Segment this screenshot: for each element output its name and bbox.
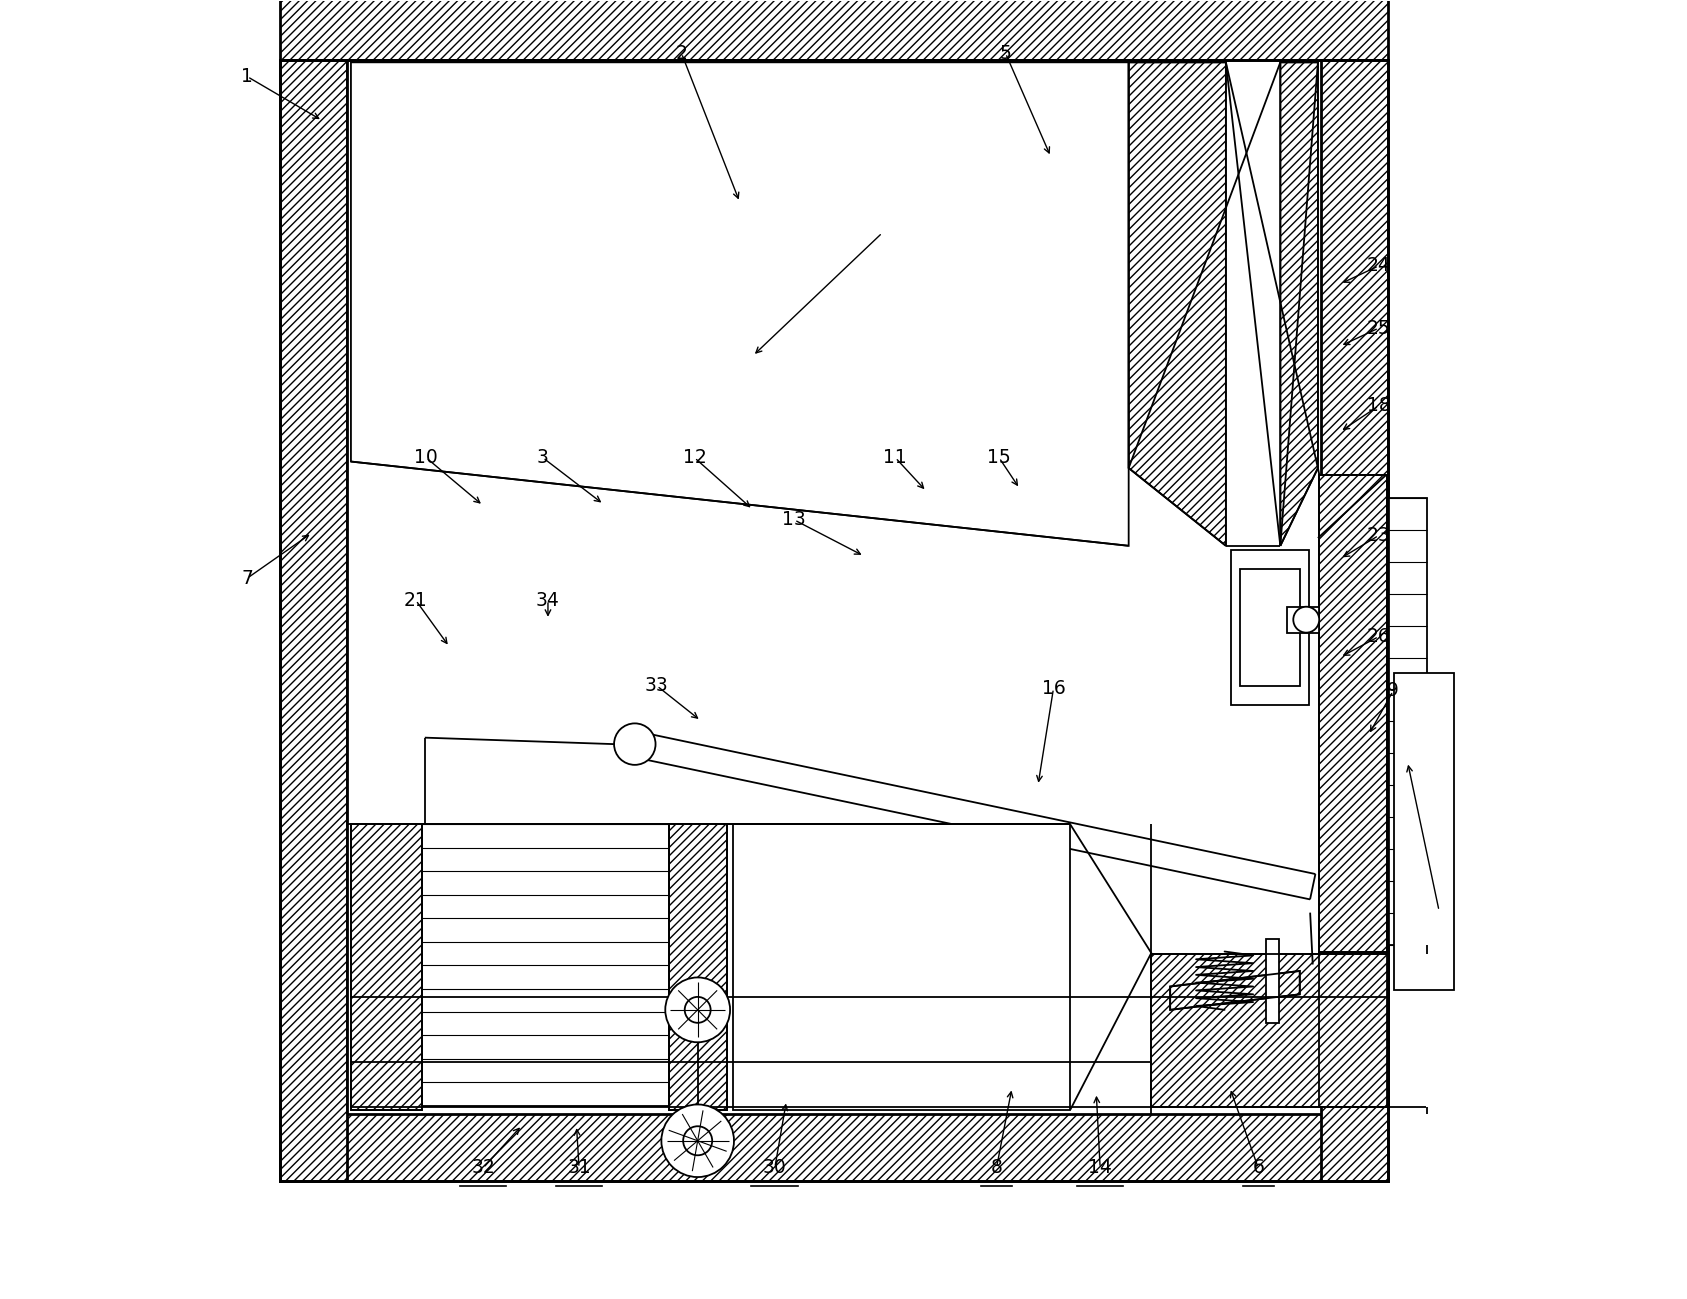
- Circle shape: [661, 1104, 734, 1177]
- Text: 14: 14: [1088, 1159, 1112, 1177]
- Text: 33: 33: [644, 677, 668, 695]
- Text: 24: 24: [1366, 256, 1390, 275]
- Text: 23: 23: [1366, 526, 1390, 546]
- Text: 3: 3: [536, 448, 548, 468]
- Bar: [351, 825, 422, 1109]
- Text: 16: 16: [1041, 679, 1066, 698]
- Text: 12: 12: [683, 448, 707, 468]
- Text: 1: 1: [241, 68, 253, 86]
- Bar: [1321, 60, 1388, 1181]
- Text: 21: 21: [403, 591, 427, 609]
- Text: 32: 32: [471, 1159, 494, 1177]
- Text: 13: 13: [783, 511, 806, 530]
- Bar: [668, 825, 727, 1109]
- Polygon shape: [1280, 62, 1318, 546]
- Text: 8: 8: [990, 1159, 1002, 1177]
- Text: 30: 30: [763, 1159, 786, 1177]
- Bar: [280, 60, 348, 1181]
- Text: 9: 9: [1387, 682, 1399, 700]
- Text: 5: 5: [1000, 44, 1012, 62]
- Bar: [1388, 498, 1427, 946]
- Bar: [1265, 939, 1279, 1022]
- Text: 34: 34: [536, 591, 560, 609]
- Bar: [1319, 474, 1387, 952]
- Text: 10: 10: [415, 448, 439, 468]
- Bar: [1240, 569, 1299, 686]
- Bar: [1319, 474, 1387, 952]
- Text: 31: 31: [567, 1159, 590, 1177]
- Bar: [1151, 953, 1388, 1107]
- Text: 26: 26: [1366, 627, 1390, 646]
- Polygon shape: [1129, 62, 1226, 546]
- Bar: [351, 825, 422, 1109]
- Bar: [1395, 673, 1454, 990]
- Bar: [1287, 607, 1319, 633]
- Text: 25: 25: [1366, 318, 1390, 338]
- Bar: [280, 1113, 1388, 1181]
- Circle shape: [614, 724, 656, 765]
- Text: 11: 11: [884, 448, 908, 468]
- Bar: [280, 60, 1388, 1181]
- Circle shape: [665, 977, 730, 1042]
- Text: 18: 18: [1366, 396, 1390, 416]
- Text: 6: 6: [1252, 1159, 1264, 1177]
- Bar: [1232, 549, 1309, 705]
- Text: 2: 2: [675, 44, 687, 62]
- Bar: [422, 825, 668, 1105]
- Text: 7: 7: [241, 569, 253, 587]
- Polygon shape: [1171, 970, 1299, 1009]
- Text: 15: 15: [987, 448, 1011, 468]
- Bar: [280, 0, 1388, 60]
- Circle shape: [1294, 607, 1319, 633]
- Bar: [734, 825, 1070, 1109]
- Bar: [1151, 953, 1388, 1107]
- Bar: [668, 825, 727, 1109]
